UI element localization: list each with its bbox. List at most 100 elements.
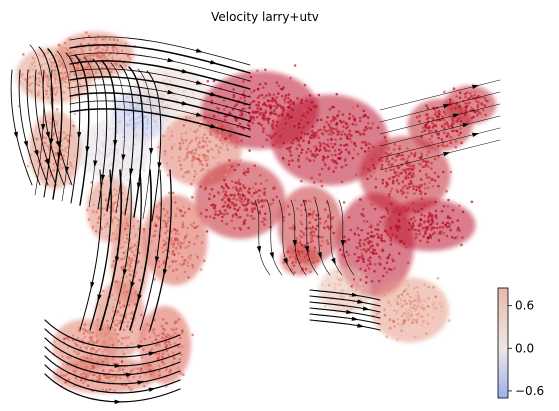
cell-point <box>121 350 124 353</box>
cell-point <box>383 215 386 218</box>
cell-point <box>315 228 318 231</box>
cell-point <box>200 268 203 271</box>
cell-point <box>127 321 130 324</box>
cell-point <box>300 180 303 183</box>
cell-point <box>297 158 300 161</box>
cell-point <box>107 225 110 228</box>
cell-point <box>61 355 64 358</box>
cell-point <box>312 240 315 243</box>
cell-point <box>219 210 222 213</box>
cell-point <box>123 241 126 244</box>
cell-point <box>162 318 165 321</box>
cell-point <box>44 62 47 65</box>
cell-point <box>193 175 196 178</box>
cell-point <box>144 373 147 376</box>
cell-point <box>401 193 404 196</box>
velocity-arrowhead <box>331 258 336 265</box>
cell-point <box>90 368 93 371</box>
cell-point <box>367 168 370 171</box>
cell-point <box>76 380 79 383</box>
cell-point <box>45 93 48 96</box>
cell-point <box>150 373 153 376</box>
cell-point <box>53 169 56 172</box>
cell-point <box>430 162 433 165</box>
cell-point <box>127 149 130 152</box>
cell-point <box>79 346 82 349</box>
cell-point <box>314 150 317 153</box>
cell-point <box>384 136 387 139</box>
cell-point <box>95 366 98 369</box>
cell-point <box>360 147 363 150</box>
cell-point <box>118 376 121 379</box>
cell-point <box>136 103 139 106</box>
cell-point <box>292 139 295 142</box>
cell-point <box>96 318 99 321</box>
colorbar-gradient <box>498 288 508 398</box>
cell-point <box>96 140 99 143</box>
cell-point <box>404 312 407 315</box>
cell-point <box>423 283 426 286</box>
cell-point <box>227 204 230 207</box>
cell-point <box>124 159 127 162</box>
cell-point <box>327 133 330 136</box>
cell-point <box>73 154 76 157</box>
cell-point <box>38 151 41 154</box>
cell-point <box>174 97 177 100</box>
cell-point <box>47 85 50 88</box>
cell-point <box>219 134 222 137</box>
cell-point <box>182 206 185 209</box>
cell-point <box>164 244 167 247</box>
cell-point <box>59 163 62 166</box>
cell-point <box>241 197 244 200</box>
cell-point <box>422 166 425 169</box>
cell-point <box>423 221 426 224</box>
cell-point <box>276 196 279 199</box>
cell-point <box>205 187 208 190</box>
cell-point <box>164 73 167 76</box>
cell-point <box>323 161 326 164</box>
cell-point <box>240 190 243 193</box>
cell-point <box>447 199 450 202</box>
cell-point <box>398 220 401 223</box>
cell-point <box>306 157 309 160</box>
cell-point <box>160 96 163 99</box>
cell-point <box>447 205 450 208</box>
cell-point <box>353 288 356 291</box>
cell-point <box>429 138 432 141</box>
cell-point <box>122 62 125 65</box>
cell-point <box>209 131 212 134</box>
cell-point <box>305 261 308 264</box>
cell-point <box>301 223 304 226</box>
cell-point <box>142 348 145 351</box>
cell-point <box>61 149 64 152</box>
cell-point <box>263 97 266 100</box>
cell-point <box>64 81 67 84</box>
cell-point <box>388 193 391 196</box>
cell-point <box>409 228 412 231</box>
cell-point <box>366 237 369 240</box>
cell-point <box>116 310 119 313</box>
cell-point <box>62 98 65 101</box>
cell-point <box>430 167 433 170</box>
cell-point <box>55 123 58 126</box>
cell-point <box>451 117 454 120</box>
cell-point <box>110 143 113 146</box>
cell-point <box>345 127 348 130</box>
cell-point <box>204 141 207 144</box>
cell-point <box>350 308 353 311</box>
cell-point <box>422 227 425 230</box>
cell-point <box>228 159 231 162</box>
cell-point <box>441 210 444 213</box>
cell-point <box>218 146 221 149</box>
cell-point <box>112 49 115 52</box>
cell-point <box>271 124 274 127</box>
cell-point <box>118 121 121 124</box>
cell-point <box>115 164 118 167</box>
cell-point <box>410 180 413 183</box>
cell-point <box>113 260 116 263</box>
cell-point <box>432 286 435 289</box>
cell-point <box>393 148 396 151</box>
cell-point <box>86 366 89 369</box>
cell-point <box>166 85 169 88</box>
cell-point <box>64 42 67 45</box>
